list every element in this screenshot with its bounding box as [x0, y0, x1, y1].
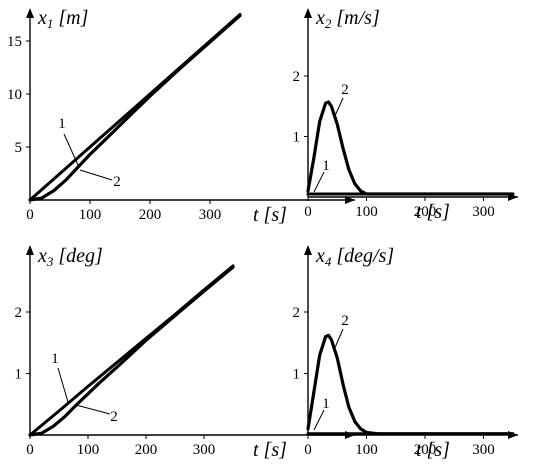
series-leader-2: [333, 97, 344, 119]
series-label-2: 2: [113, 174, 121, 190]
y-axis-label: x4 [deg/s]: [315, 245, 394, 269]
series-leader-1: [57, 367, 69, 403]
series-line-2: [306, 100, 515, 196]
x-tick-label: 0: [304, 442, 312, 458]
y-tick-label: 15: [7, 34, 22, 50]
series-leader-2: [75, 404, 111, 415]
x-tick-label: 100: [79, 207, 102, 223]
y-tick-label: 10: [7, 87, 22, 103]
chart-panel-2: 0 100 200 300 1 2 x2 [m/s] t [s] 1 2: [293, 7, 518, 223]
x-axis-label: t [s]: [253, 439, 287, 461]
series-leader-2: [79, 169, 113, 181]
x-tick-label: 300: [193, 442, 216, 458]
x-tick-label: 300: [472, 442, 495, 458]
series-leader-1: [313, 171, 325, 193]
x-tick-label: 100: [77, 442, 100, 458]
x-tick-label: 200: [414, 204, 437, 220]
x-tick-label: 0: [304, 204, 312, 220]
x-tick-label: 100: [355, 442, 378, 458]
y-axis-label: x3 [deg]: [37, 245, 103, 269]
series-label-2: 2: [110, 409, 118, 425]
series-leader-1: [313, 409, 325, 431]
series-leader-1: [63, 133, 79, 166]
y-axis-label: x2 [m/s]: [315, 7, 380, 31]
x-tick-label: 200: [135, 442, 158, 458]
x-tick-label: 0: [26, 207, 34, 223]
series-label-1: 1: [322, 158, 330, 174]
x-axis-label: t [s]: [416, 439, 450, 461]
y-axis-arrow: [26, 245, 34, 255]
x-axis-label: t [s]: [416, 201, 450, 223]
x-tick-label: 300: [472, 204, 495, 220]
y-axis-arrow: [304, 8, 312, 18]
series-label-1: 1: [322, 396, 330, 412]
y-tick-label: 2: [293, 305, 301, 321]
y-tick-label: 1: [293, 367, 301, 383]
x-tick-label: 100: [355, 204, 378, 220]
x-tick-label: 200: [414, 442, 437, 458]
series-label-1: 1: [58, 116, 66, 132]
x-tick-label: 0: [26, 442, 34, 458]
y-tick-label: 2: [293, 69, 301, 85]
x-tick-label: 300: [199, 207, 222, 223]
y-tick-label: 1: [15, 367, 23, 383]
series-label-2: 2: [341, 82, 349, 98]
chart-panel-3: 0 100 200 300 1 2 x3 [deg] t [s] 1 2: [15, 245, 355, 461]
series-leader-2: [333, 328, 344, 351]
series-line-2: [28, 265, 235, 437]
y-tick-label: 2: [15, 305, 23, 321]
x-axis-arrow: [345, 196, 355, 204]
chart-panel-4: 0 100 200 300 1 2 x4 [deg/s] t [s] 1 2: [293, 245, 518, 461]
y-axis-arrow: [304, 245, 312, 255]
y-tick-label: 5: [15, 140, 23, 156]
series-line-2: [306, 333, 515, 436]
y-axis-label: x1 [m]: [37, 7, 88, 31]
series-label-2: 2: [341, 313, 349, 329]
x-axis-label: t [s]: [253, 204, 287, 226]
y-axis-arrow: [26, 8, 34, 18]
series-label-1: 1: [51, 351, 59, 367]
y-tick-label: 1: [293, 130, 301, 146]
x-tick-label: 200: [139, 207, 162, 223]
series-line-2: [28, 14, 242, 202]
